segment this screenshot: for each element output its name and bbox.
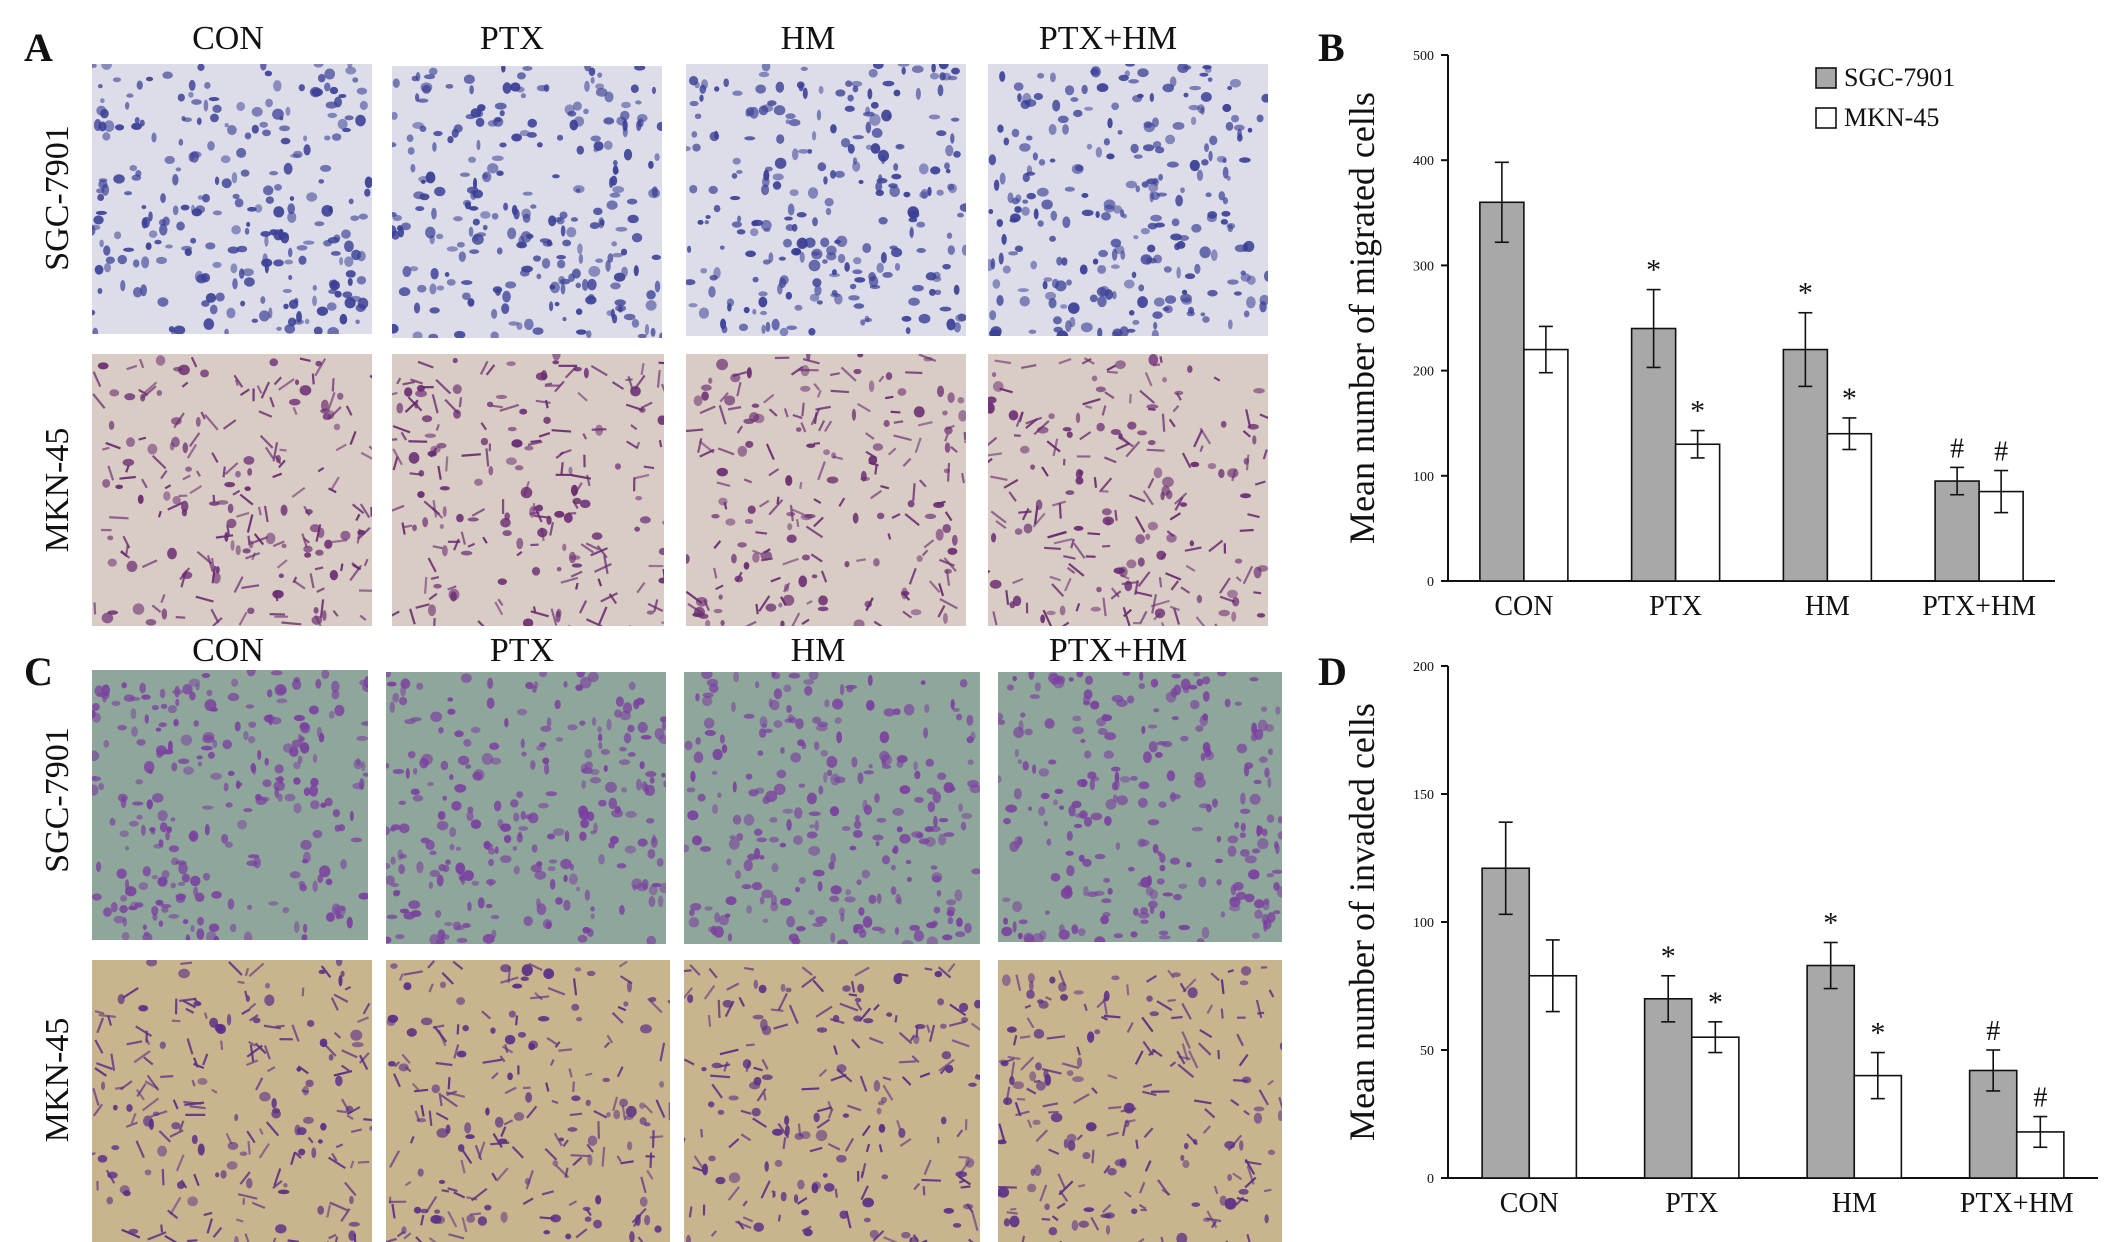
micrograph-c-mkn-ptx — [386, 960, 670, 1242]
chart-D-significance-mark: * — [1823, 906, 1838, 939]
panel-letter-a: A — [24, 24, 53, 71]
row-label-mkn-c: MKN-45 — [39, 1018, 77, 1143]
micrograph-a-sgc-ptxhm — [988, 64, 1268, 336]
col-label-ptx-c: PTX — [490, 632, 554, 670]
chart-B-bar — [1632, 329, 1676, 581]
micrograph-c-mkn-ptxhm — [998, 960, 1282, 1242]
col-label-con-c: CON — [192, 632, 264, 670]
micrograph-a-sgc-hm — [686, 64, 966, 336]
micrograph-c-sgc-ptx — [386, 672, 666, 944]
micrograph-a-mkn-con — [92, 354, 372, 626]
micrograph-a-mkn-hm — [686, 354, 966, 626]
chart-D-significance-mark: * — [1708, 986, 1723, 1019]
chart-B-ylabel: Mean number of migrated cells — [1342, 92, 1382, 544]
micrograph-c-sgc-hm — [684, 672, 980, 944]
chart-B-ytick-label: 400 — [1413, 154, 1434, 169]
chart-B-legend-label: MKN-45 — [1844, 103, 1939, 132]
chart-D-significance-mark: # — [1986, 1016, 2000, 1047]
row-label-sgc-a: SGC-7901 — [39, 125, 77, 270]
chart-D-significance-mark: * — [1661, 940, 1676, 973]
chart-B-bar — [1524, 350, 1568, 581]
chart-B-significance-mark: * — [1646, 254, 1661, 287]
micrograph-c-mkn-con — [92, 960, 372, 1242]
row-label-mkn-a: MKN-45 — [39, 428, 77, 553]
chart-B-ytick-label: 0 — [1427, 575, 1434, 590]
chart-D-significance-mark: * — [1870, 1017, 1885, 1050]
col-label-hm-a: HM — [781, 20, 836, 58]
panel-letter-d: D — [1318, 648, 1347, 695]
chart-D-bar — [1854, 1076, 1901, 1178]
chart-D-ytick-label: 150 — [1413, 788, 1434, 803]
chart-B-ytick-label: 300 — [1413, 259, 1434, 274]
micrograph-a-mkn-ptxhm — [988, 354, 1268, 626]
chart-D-bar — [1807, 966, 1854, 1178]
chart-D-bar — [2017, 1132, 2064, 1178]
chart-D-bar — [1482, 868, 1529, 1178]
chart-B-legend-swatch — [1816, 108, 1836, 128]
col-label-ptxhm-c: PTX+HM — [1049, 632, 1187, 670]
chart-D-category-label: PTX — [1665, 1188, 1718, 1219]
chart-B-significance-mark: * — [1798, 277, 1813, 310]
chart-D-ylabel: Mean number of invaded cells — [1342, 703, 1382, 1141]
chart-D-ytick-label: 200 — [1413, 660, 1434, 675]
chart-D-ytick-label: 100 — [1413, 916, 1434, 931]
chart-B-ytick-label: 500 — [1413, 49, 1434, 64]
micrograph-a-sgc-con — [92, 64, 372, 334]
chart-B-significance-mark: # — [1950, 433, 1964, 464]
chart-B-bar — [1979, 492, 2023, 581]
chart-B-bar — [1783, 350, 1827, 581]
micrograph-c-sgc-con — [92, 670, 368, 940]
micrograph-c-sgc-ptxhm — [998, 672, 1282, 942]
micrograph-a-sgc-ptx — [392, 66, 662, 338]
panel-letter-b: B — [1318, 24, 1345, 71]
chart-B-category-label: PTX+HM — [1922, 591, 2036, 622]
chart-B-ytick-label: 100 — [1413, 470, 1434, 485]
micrograph-a-mkn-ptx — [392, 354, 664, 626]
col-label-hm-c: HM — [791, 632, 846, 670]
chart-B-significance-mark: * — [1690, 395, 1705, 428]
chart-B-category-label: CON — [1494, 591, 1553, 622]
chart-B-ytick-label: 200 — [1413, 365, 1434, 380]
panel-letter-c: C — [24, 648, 53, 695]
chart-B-significance-mark: # — [1994, 437, 2008, 468]
chart-D-ytick-label: 50 — [1420, 1044, 1434, 1059]
chart-D-bar — [1970, 1070, 2017, 1178]
chart-B-bar — [1827, 434, 1871, 581]
chart-B-legend-label: SGC-7901 — [1844, 63, 1955, 92]
chart-D-significance-mark: # — [2033, 1083, 2047, 1114]
chart-D-ytick-label: 0 — [1427, 1172, 1434, 1187]
chart-D-category-label: PTX+HM — [1960, 1188, 2074, 1219]
chart-B-legend-swatch — [1816, 68, 1836, 88]
chart-B-bar — [1676, 444, 1720, 581]
chart-D-category-label: HM — [1832, 1188, 1877, 1219]
chart-D-bar — [1692, 1037, 1739, 1178]
micrograph-c-mkn-hm — [684, 960, 980, 1242]
chart-D-bar — [1645, 999, 1692, 1178]
chart-B-category-label: PTX — [1649, 591, 1702, 622]
chart-B-bar — [1480, 202, 1524, 581]
chart-B-bar — [1935, 481, 1979, 581]
chart-B-significance-mark: * — [1842, 382, 1857, 415]
col-label-con-a: CON — [192, 20, 264, 58]
chart-D-bar — [1529, 976, 1576, 1178]
col-label-ptxhm-a: PTX+HM — [1039, 20, 1177, 58]
row-label-sgc-c: SGC-7901 — [39, 727, 77, 872]
col-label-ptx-a: PTX — [480, 20, 544, 58]
chart-D-category-label: CON — [1500, 1188, 1559, 1219]
chart-B-category-label: HM — [1805, 591, 1850, 622]
